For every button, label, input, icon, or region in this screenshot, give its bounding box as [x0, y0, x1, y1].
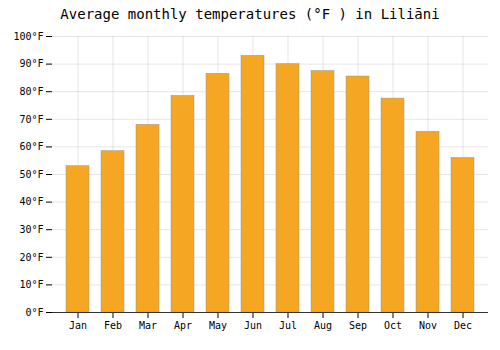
svg-text:70°F: 70°F: [19, 114, 43, 125]
svg-text:50°F: 50°F: [19, 169, 43, 180]
svg-text:Feb: Feb: [104, 320, 122, 331]
svg-text:Mar: Mar: [139, 320, 157, 331]
svg-text:May: May: [209, 320, 227, 331]
svg-text:80°F: 80°F: [19, 86, 43, 97]
svg-text:Jun: Jun: [244, 320, 262, 331]
svg-text:Aug: Aug: [314, 320, 332, 331]
svg-text:100°F: 100°F: [13, 31, 43, 42]
svg-text:Jul: Jul: [279, 320, 297, 331]
svg-text:30°F: 30°F: [19, 224, 43, 235]
html-text:Average monthly temperatures (: Average monthly temperatures (°F ) in Li…: [60, 6, 440, 22]
svg-text:90°F: 90°F: [19, 58, 43, 69]
svg-text:Nov: Nov: [419, 320, 437, 331]
svg-text:0°F: 0°F: [25, 307, 43, 318]
svg-text:Sep: Sep: [349, 320, 367, 331]
svg-text:10°F: 10°F: [19, 279, 43, 290]
svg-text:60°F: 60°F: [19, 141, 43, 152]
svg-text:Jan: Jan: [69, 320, 87, 331]
svg-text:Dec: Dec: [454, 320, 472, 331]
svg-text:Apr: Apr: [174, 320, 192, 331]
svg-text:Oct: Oct: [384, 320, 402, 331]
svg-text:40°F: 40°F: [19, 196, 43, 207]
svg-text:20°F: 20°F: [19, 252, 43, 263]
